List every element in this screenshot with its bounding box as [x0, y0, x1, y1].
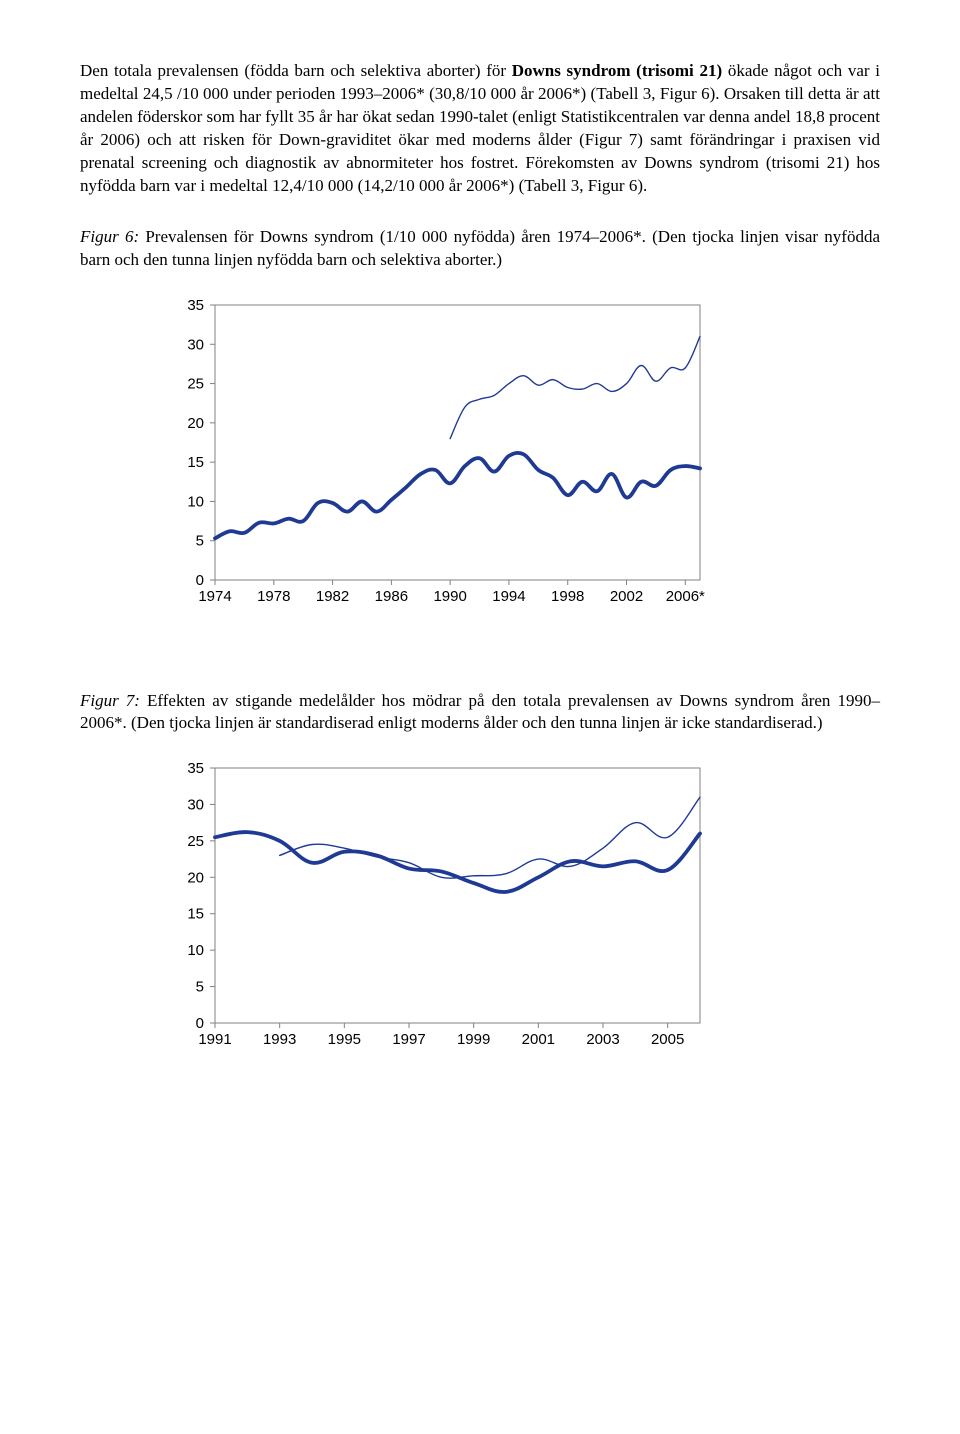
svg-text:2005: 2005 — [651, 1031, 684, 1048]
svg-text:2003: 2003 — [586, 1031, 619, 1048]
svg-text:1994: 1994 — [492, 588, 525, 605]
svg-text:1990: 1990 — [433, 588, 466, 605]
svg-text:10: 10 — [187, 943, 204, 960]
svg-text:0: 0 — [196, 1015, 204, 1032]
svg-text:25: 25 — [187, 833, 204, 850]
svg-text:1982: 1982 — [316, 588, 349, 605]
svg-text:15: 15 — [187, 454, 204, 471]
figure-7-caption: Figur 7: Effekten av stigande medelålder… — [80, 690, 880, 736]
figure-6-chart: 0 5 10 15 20 25 30 35 1974 1978 1982 1986 1990 1994 19… — [80, 290, 880, 620]
svg-text:35: 35 — [187, 297, 204, 314]
svg-text:15: 15 — [187, 906, 204, 923]
svg-text:1995: 1995 — [328, 1031, 361, 1048]
svg-text:2001: 2001 — [522, 1031, 555, 1048]
figure-6-caption: Figur 6: Prevalensen för Downs syndrom (… — [80, 226, 880, 272]
svg-text:5: 5 — [196, 979, 204, 996]
svg-text:30: 30 — [187, 336, 204, 353]
paragraph-1: Den totala prevalensen (födda barn och s… — [80, 60, 880, 198]
figure-6-lead: Figur 6: — [80, 227, 139, 246]
svg-text:1974: 1974 — [198, 588, 231, 605]
figure-7-chart: 0 5 10 15 20 25 30 35 1991 1993 1995 1997 1999 2001 20… — [80, 753, 880, 1063]
svg-text:1998: 1998 — [551, 588, 584, 605]
svg-text:20: 20 — [187, 870, 204, 887]
svg-text:2002: 2002 — [610, 588, 643, 605]
svg-text:20: 20 — [187, 414, 204, 431]
svg-text:1991: 1991 — [198, 1031, 231, 1048]
svg-text:1986: 1986 — [375, 588, 408, 605]
svg-text:1993: 1993 — [263, 1031, 296, 1048]
svg-text:10: 10 — [187, 493, 204, 510]
svg-text:35: 35 — [187, 760, 204, 777]
svg-text:1999: 1999 — [457, 1031, 490, 1048]
svg-text:25: 25 — [187, 375, 204, 392]
svg-text:5: 5 — [196, 532, 204, 549]
svg-text:1997: 1997 — [392, 1031, 425, 1048]
figure-6-text: Prevalensen för Downs syndrom (1/10 000 … — [80, 227, 880, 269]
svg-text:2006*: 2006* — [666, 588, 705, 605]
figure-7-text: Effekten av stigande medelålder hos mödr… — [80, 691, 880, 733]
svg-text:0: 0 — [196, 572, 204, 589]
svg-text:30: 30 — [187, 797, 204, 814]
svg-text:1978: 1978 — [257, 588, 290, 605]
figure-7-lead: Figur 7: — [80, 691, 140, 710]
